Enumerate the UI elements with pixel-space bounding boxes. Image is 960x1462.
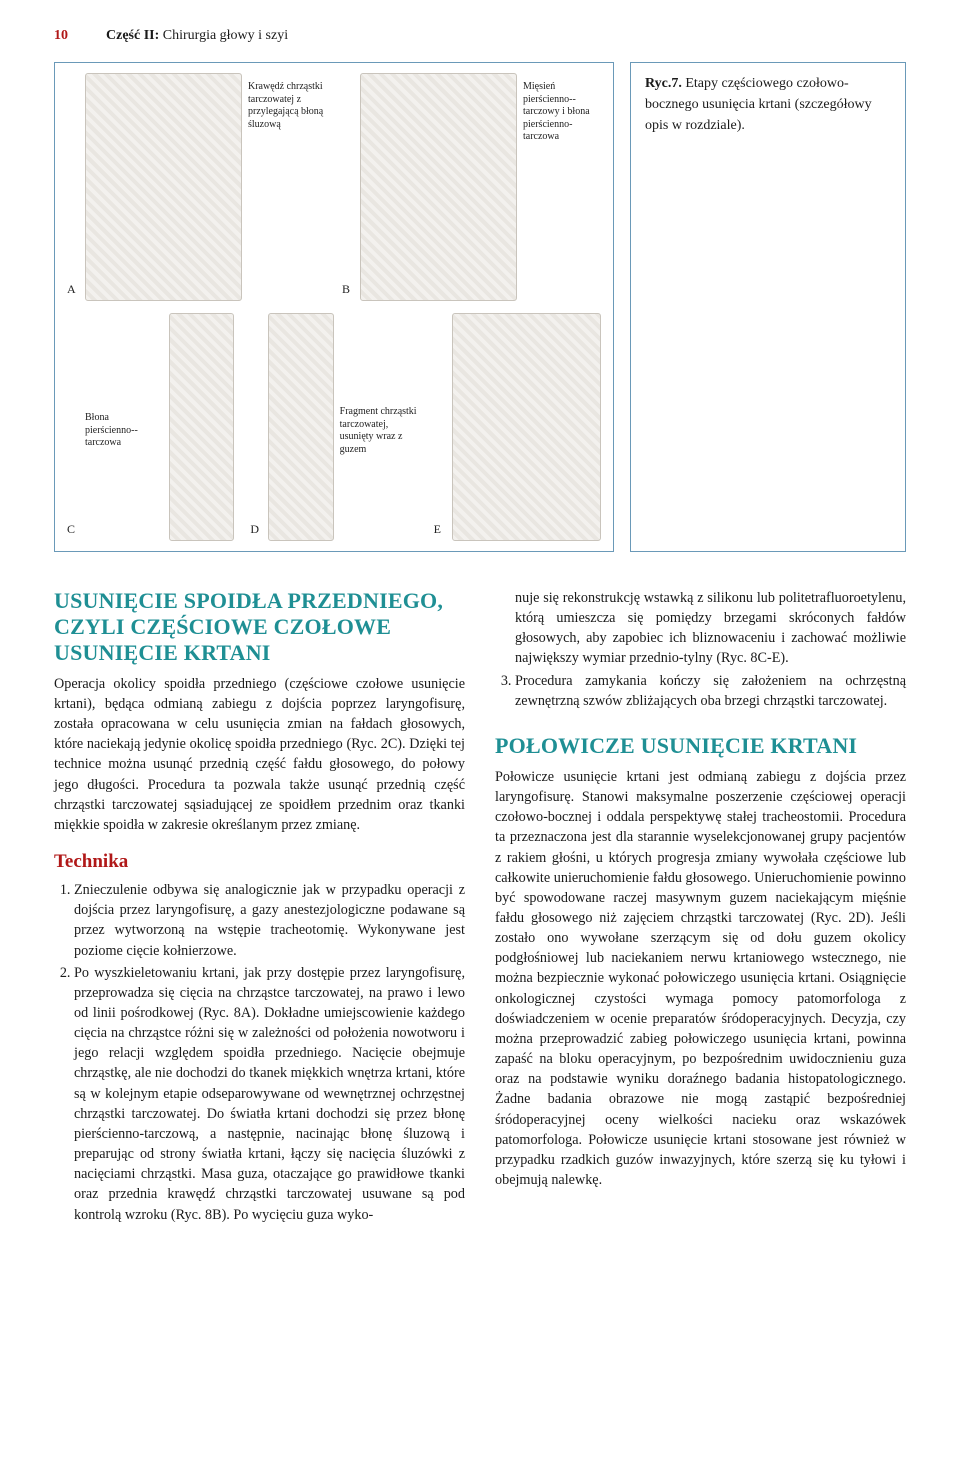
panel-letter-b: B <box>342 282 354 301</box>
panel-letter-d: D <box>250 522 262 541</box>
list-item: Procedura zamykania kończy się założenie… <box>515 671 906 711</box>
panel-e: E <box>434 313 601 541</box>
section-label: Część II: <box>106 28 159 43</box>
list-item: Po wyszkieletowaniu krtani, jak przy dos… <box>74 963 465 1225</box>
figure-top-row: A Krawędź chrząstki tarczowatej z przyle… <box>67 73 601 301</box>
section-title: Chirurgia głowy i szyi <box>163 28 288 43</box>
figure-ref: Ryc.7. <box>645 76 682 91</box>
illustration-placeholder <box>268 313 333 541</box>
illustration-placeholder <box>360 73 517 301</box>
panel-b: B Mięsień pierścienno-­tarczowy i błona … <box>342 73 601 301</box>
panel-a: A Krawędź chrząstki tarczowatej z przyle… <box>67 73 326 301</box>
list-item-2-cont: nuje się rekonstrukcję wstawką z silikon… <box>495 588 906 669</box>
page-number: 10 <box>54 28 68 44</box>
panel-c: C Błona pierścienno-­tarczowa <box>67 313 234 541</box>
illustration-placeholder <box>169 313 234 541</box>
section-2-body: Połowicze usunięcie krtani jest odmianą … <box>495 767 906 1190</box>
running-header: 10 Część II: Chirurgia głowy i szyi <box>54 28 906 44</box>
figure-bottom-row: C Błona pierścienno-­tarczowa D Fragment… <box>67 313 601 541</box>
panel-letter-c: C <box>67 522 79 541</box>
illustration-placeholder <box>85 73 242 301</box>
figure-row: A Krawędź chrząstki tarczowatej z przyle… <box>54 62 906 552</box>
panel-d: D Fragment chrząstki tarczowatej, usunię… <box>250 313 417 541</box>
illustration-placeholder <box>452 313 601 541</box>
body-columns: USUNIĘCIE SPOIDŁA PRZEDNIEGO, CZYLI CZĘŚ… <box>54 588 906 1227</box>
panel-letter-e: E <box>434 522 446 541</box>
panel-a-label: Krawędź chrząstki tarczowatej z przyle­g… <box>248 73 326 131</box>
panel-b-label: Mięsień pierścienno-­tarczowy i błona pi… <box>523 73 601 144</box>
list-item: Znieczulenie odbywa się analogicznie jak… <box>74 880 465 961</box>
section-1-intro: Operacja okolicy spoidła przedniego (czę… <box>54 674 465 835</box>
panel-d-label: Fragment chrząstki tarczowatej, usunięty… <box>340 398 418 456</box>
panel-c-label: Błona pierścienno-­tarczowa <box>85 404 163 450</box>
technique-heading: Technika <box>54 849 465 876</box>
figure-box: A Krawędź chrząstki tarczowatej z przyle… <box>54 62 614 552</box>
section-heading-2: POŁOWICZE USUNIĘCIE KRTANI <box>495 733 906 759</box>
technique-list-cont: Procedura zamykania kończy się założenie… <box>495 671 906 711</box>
figure-caption: Ryc.7. Etapy częściowego czołowo-boczneg… <box>645 73 891 136</box>
technique-list: Znieczulenie odbywa się analogicznie jak… <box>54 880 465 1225</box>
figure-caption-box: Ryc.7. Etapy częściowego czołowo-boczneg… <box>630 62 906 552</box>
panel-letter-a: A <box>67 282 79 301</box>
part-label: Część II: Chirurgia głowy i szyi <box>106 28 288 44</box>
section-heading-1: USUNIĘCIE SPOIDŁA PRZEDNIEGO, CZYLI CZĘŚ… <box>54 588 465 666</box>
